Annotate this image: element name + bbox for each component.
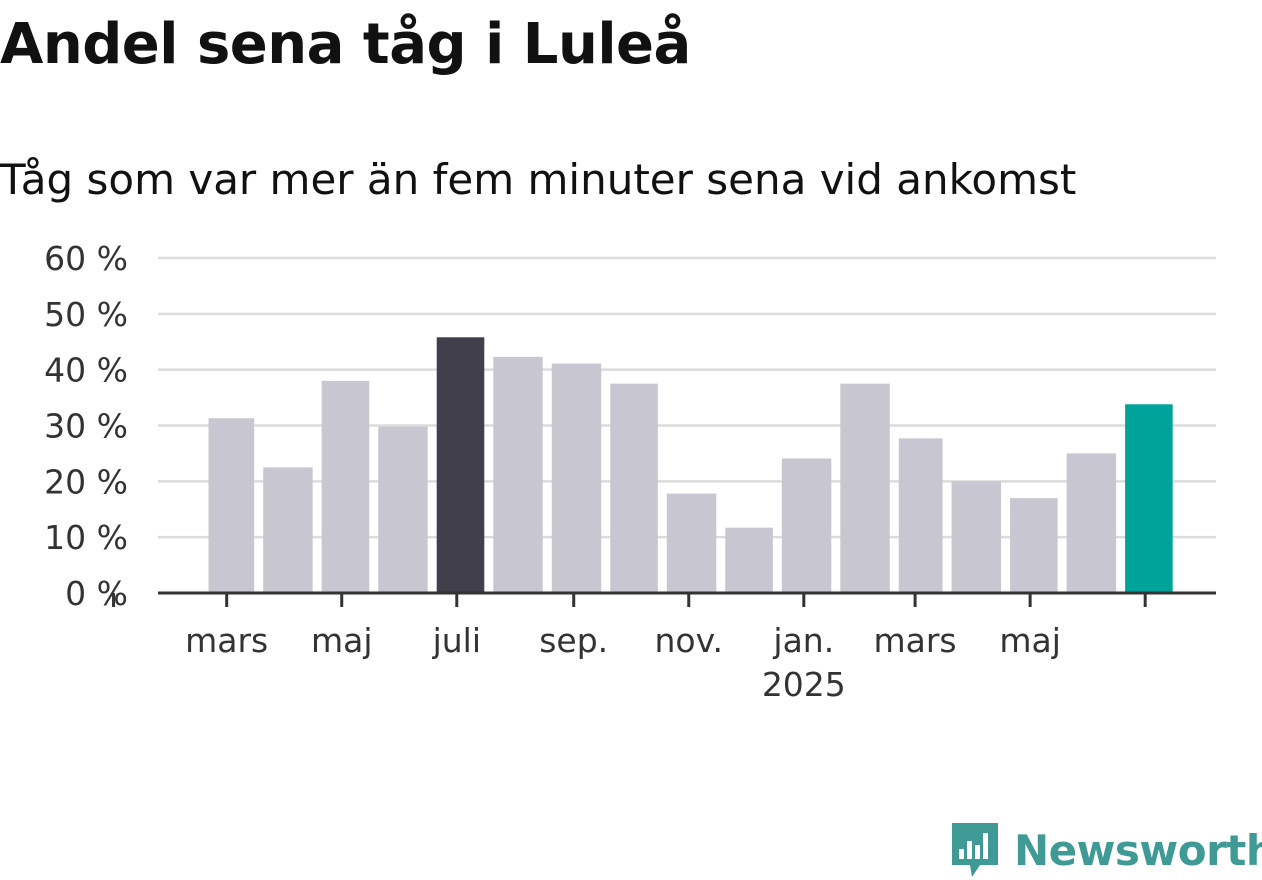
y-tick-label: 0 % <box>65 574 128 613</box>
bar <box>666 493 717 593</box>
bar <box>781 458 832 593</box>
bar <box>493 356 543 593</box>
x-tick-label: jan. <box>772 621 834 660</box>
chart-title: Andel sena tåg i Luleå <box>0 12 691 77</box>
x-tick-label: maj <box>311 621 373 660</box>
y-tick-label: 10 % <box>44 518 128 557</box>
y-tick-label: 20 % <box>44 462 128 501</box>
newsworthy-logo: Newsworthy <box>950 820 1262 880</box>
x-tick-year-label: 2025 <box>762 665 846 704</box>
x-tick-label: mars <box>185 621 268 660</box>
bar <box>840 383 890 593</box>
brand-name: Newsworthy <box>1014 825 1262 875</box>
bar <box>1125 404 1173 593</box>
bar <box>321 380 370 593</box>
x-tick-label: mars <box>874 621 957 660</box>
x-tick-label: nov. <box>654 621 723 660</box>
y-tick-label: 50 % <box>44 295 128 334</box>
chart-subtitle: Tåg som var mer än fem minuter sena vid … <box>0 155 1077 204</box>
bar <box>610 383 658 593</box>
bar <box>1010 498 1058 593</box>
bar <box>1066 453 1117 593</box>
newsworthy-logo-icon <box>952 823 998 877</box>
bar <box>725 527 773 593</box>
bar <box>263 467 313 593</box>
bar <box>898 438 943 593</box>
x-tick-label: maj <box>999 621 1061 660</box>
bar <box>208 418 255 593</box>
x-tick-label: sep. <box>539 621 608 660</box>
y-tick-label: 30 % <box>44 407 128 446</box>
y-tick-label: 40 % <box>44 351 128 390</box>
bar <box>951 481 1002 593</box>
bar <box>551 363 602 593</box>
bar <box>436 337 485 593</box>
bar <box>378 426 428 593</box>
x-tick-label: juli <box>432 621 481 660</box>
y-tick-label: 60 % <box>44 239 128 278</box>
